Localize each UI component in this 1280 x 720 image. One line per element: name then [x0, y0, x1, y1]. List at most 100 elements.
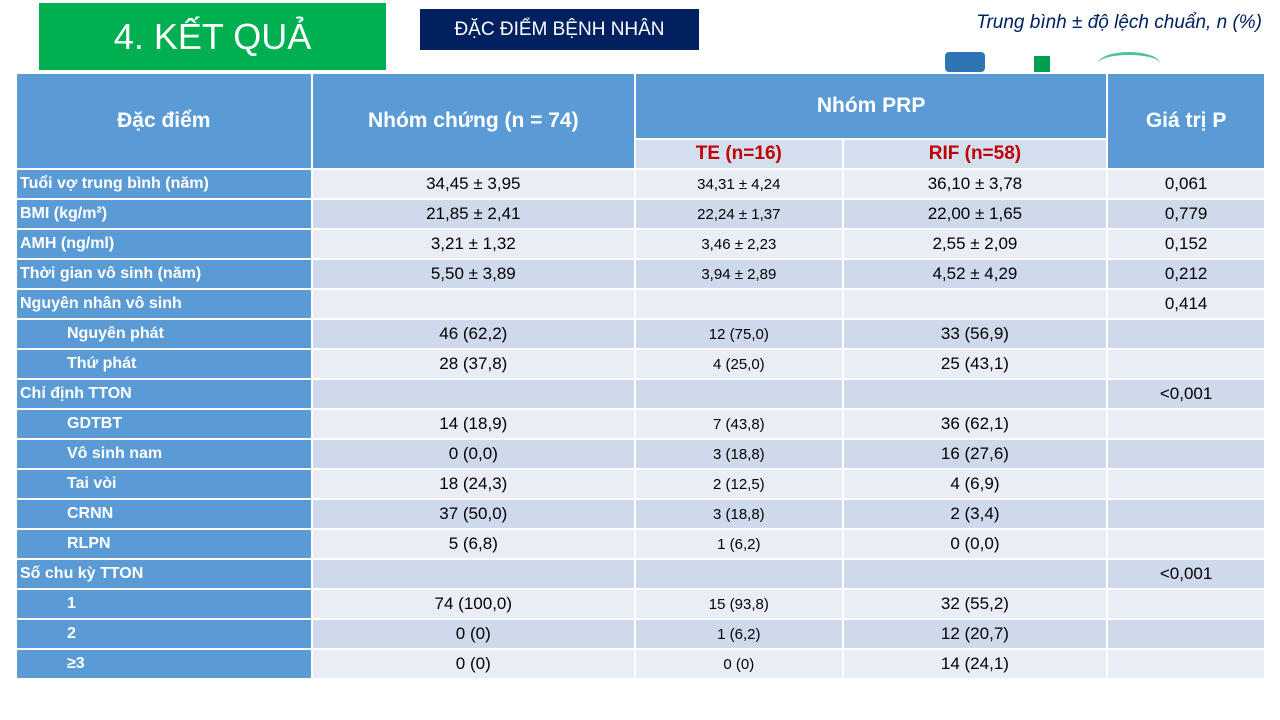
row-label: Chỉ định TTON [15, 378, 313, 410]
logo-icon [1098, 52, 1160, 75]
te-value: 34,31 ± 4,24 [634, 168, 844, 200]
rif-value: 25 (43,1) [841, 348, 1109, 380]
table-row: RLPN 5 (6,8) 1 (6,2) 0 (0,0) [15, 528, 1266, 560]
rif-value: 32 (55,2) [841, 588, 1109, 620]
table-row: Số chu kỳ TTON <0,001 [15, 558, 1266, 590]
p-value [1106, 468, 1266, 500]
rif-value: 2 (3,4) [841, 498, 1109, 530]
control-value: 28 (37,8) [310, 348, 637, 380]
p-value [1106, 528, 1266, 560]
control-value: 21,85 ± 2,41 [310, 198, 637, 230]
row-label: Số chu kỳ TTON [15, 558, 313, 590]
control-value: 0 (0) [310, 648, 637, 680]
table-row: Tuổi vợ trung bình (năm) 34,45 ± 3,95 34,3… [15, 168, 1266, 200]
control-value: 37 (50,0) [310, 498, 637, 530]
control-value: 0 (0) [310, 618, 637, 650]
te-value: 1 (6,2) [634, 528, 844, 560]
header-te: TE (n=16) [634, 138, 844, 170]
te-value: 7 (43,8) [634, 408, 844, 440]
table-row: Thứ phát 28 (37,8) 4 (25,0) 25 (43,1) [15, 348, 1266, 380]
p-value: 0,061 [1106, 168, 1266, 200]
p-value: 0,779 [1106, 198, 1266, 230]
legend-note: Trung bình ± độ lệch chuẩn, n (%) [976, 12, 1262, 33]
table-row: BMI (kg/m²) 21,85 ± 2,41 22,24 ± 1,37 22,00… [15, 198, 1266, 230]
p-value [1106, 348, 1266, 380]
rif-value: 2,55 ± 2,09 [841, 228, 1109, 260]
row-label: Nguyên nhân vô sinh [15, 288, 313, 320]
header-prp-group: Nhóm PRP [633, 72, 1109, 140]
control-value: 74 (100,0) [310, 588, 637, 620]
rif-value: 36 (62,1) [841, 408, 1109, 440]
row-label: Vô sinh nam [15, 438, 313, 470]
row-label: Thứ phát [15, 348, 313, 380]
header-control: Nhóm chứng (n = 74) [310, 72, 637, 170]
table-row: Chỉ định TTON <0,001 [15, 378, 1266, 410]
row-label: BMI (kg/m²) [15, 198, 313, 230]
row-label: GDTBT [15, 408, 313, 440]
rif-value [841, 558, 1109, 590]
te-value: 22,24 ± 1,37 [634, 198, 844, 230]
table-row: GDTBT 14 (18,9) 7 (43,8) 36 (62,1) [15, 408, 1266, 440]
p-value: <0,001 [1106, 378, 1266, 410]
row-label: CRNN [15, 498, 313, 530]
rif-value: 12 (20,7) [841, 618, 1109, 650]
row-label: Thời gian vô sinh (năm) [15, 258, 313, 290]
row-label: AMH (ng/ml) [15, 228, 313, 260]
p-value [1106, 588, 1266, 620]
table-row: Vô sinh nam 0 (0,0) 3 (18,8) 16 (27,6) [15, 438, 1266, 470]
p-value: 0,414 [1106, 288, 1266, 320]
control-value [310, 288, 637, 320]
te-value: 3,46 ± 2,23 [634, 228, 844, 260]
table-row: Thời gian vô sinh (năm) 5,50 ± 3,89 3,94 ±… [15, 258, 1266, 290]
control-value [310, 378, 637, 410]
table-row: 1 74 (100,0) 15 (93,8) 32 (55,2) [15, 588, 1266, 620]
control-value: 18 (24,3) [310, 468, 637, 500]
row-label: ≥3 [15, 648, 313, 680]
rif-value [841, 288, 1109, 320]
te-value: 2 (12,5) [634, 468, 844, 500]
row-label: Nguyên phát [15, 318, 313, 350]
rif-value: 4 (6,9) [841, 468, 1109, 500]
control-value: 5 (6,8) [310, 528, 637, 560]
te-value: 3 (18,8) [634, 498, 844, 530]
p-value [1106, 438, 1266, 470]
section-label: ĐẶC ĐIỂM BỆNH NHÂN [420, 9, 699, 50]
logo-icon [945, 52, 985, 72]
te-value: 12 (75,0) [634, 318, 844, 350]
control-value: 3,21 ± 1,32 [310, 228, 637, 260]
te-value [634, 558, 844, 590]
header-characteristic: Đặc điểm [15, 72, 313, 170]
p-value: 0,152 [1106, 228, 1266, 260]
row-label: RLPN [15, 528, 313, 560]
te-value: 1 (6,2) [634, 618, 844, 650]
rif-value: 16 (27,6) [841, 438, 1109, 470]
te-value: 15 (93,8) [634, 588, 844, 620]
p-value [1106, 408, 1266, 440]
p-value [1106, 318, 1266, 350]
control-value: 14 (18,9) [310, 408, 637, 440]
header-p-value: Giá trị P [1106, 72, 1266, 170]
rif-value: 14 (24,1) [841, 648, 1109, 680]
rif-value: 4,52 ± 4,29 [841, 258, 1109, 290]
control-value: 34,45 ± 3,95 [310, 168, 637, 200]
control-value: 46 (62,2) [310, 318, 637, 350]
rif-value: 36,10 ± 3,78 [841, 168, 1109, 200]
patient-characteristics-table: Đặc điểm Nhóm chứng (n = 74) Nhóm PRP Gi… [15, 72, 1266, 680]
te-value [634, 288, 844, 320]
row-label: Tuổi vợ trung bình (năm) [15, 168, 313, 200]
table-row: AMH (ng/ml) 3,21 ± 1,32 3,46 ± 2,23 2,55 ± … [15, 228, 1266, 260]
p-value [1106, 498, 1266, 530]
p-value: 0,212 [1106, 258, 1266, 290]
rif-value [841, 378, 1109, 410]
p-value [1106, 618, 1266, 650]
table-row: Nguyên phát 46 (62,2) 12 (75,0) 33 (56,9) [15, 318, 1266, 350]
te-value: 0 (0) [634, 648, 844, 680]
te-value [634, 378, 844, 410]
rif-value: 33 (56,9) [841, 318, 1109, 350]
row-label: 1 [15, 588, 313, 620]
logo-icon [1022, 52, 1062, 72]
te-value: 3,94 ± 2,89 [634, 258, 844, 290]
te-value: 3 (18,8) [634, 438, 844, 470]
rif-value: 22,00 ± 1,65 [841, 198, 1109, 230]
